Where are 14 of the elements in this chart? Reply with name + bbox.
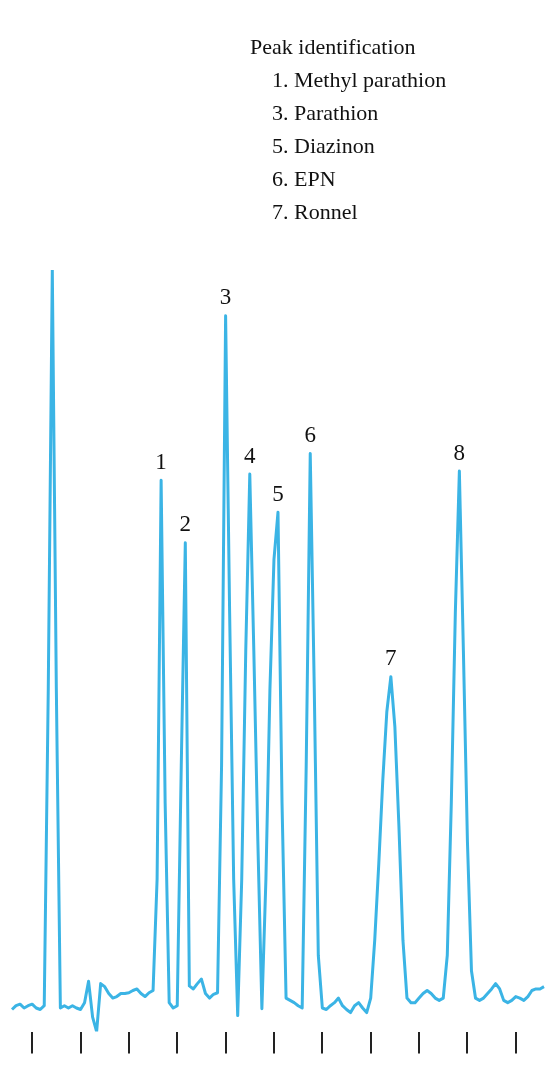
text: 5. Diazinon [271, 132, 376, 160]
text: Peak identification [250, 33, 417, 61]
annotation: 7 [385, 645, 397, 671]
text: 7. Ronnel [271, 198, 359, 226]
annotation: 5 [272, 480, 284, 506]
annotation: 3 [219, 284, 232, 310]
annotation: 6 [304, 422, 316, 448]
annotation: 8 [453, 439, 466, 465]
annotation: 1 [155, 448, 167, 474]
text: 1. Methyl parathion [271, 66, 447, 94]
text: 3. Parathion [271, 99, 380, 127]
text: 6. EPN [271, 165, 337, 193]
annotation: 4 [244, 442, 257, 468]
annotation: 2 [179, 511, 192, 537]
